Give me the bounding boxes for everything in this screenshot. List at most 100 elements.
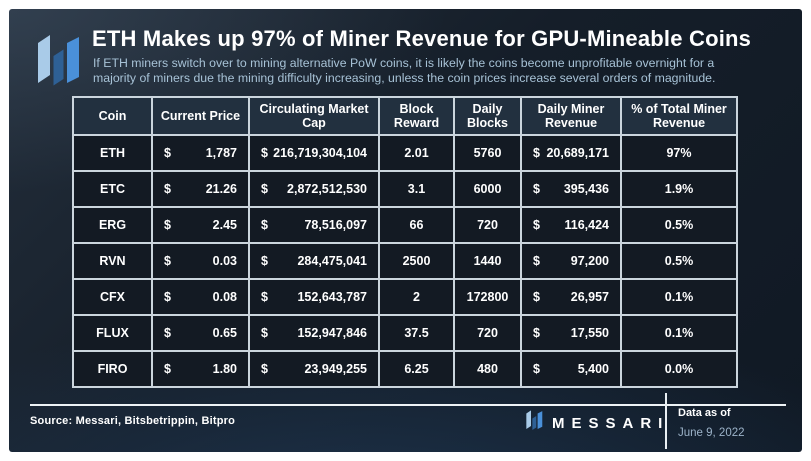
cell-pct_total: 0.5% [620,242,738,280]
cell-block_reward: 2.01 [378,134,455,172]
cell-market_cap: $216,719,304,104 [248,134,380,172]
cell-coin: ERG [72,206,153,244]
cell-daily_blocks: 6000 [453,170,522,208]
cell-pct_total: 0.0% [620,350,738,388]
cell-value: 395,436 [563,182,609,196]
cell-daily_blocks: 480 [453,350,522,388]
cell-daily_miner_revenue: $5,400 [520,350,622,388]
table-row: ETH $1,787 $216,719,304,104 2.01 5760 $20,689… [72,134,738,172]
cell-pct_total: 0.5% [620,206,738,244]
cell-price: $2.45 [151,206,250,244]
currency-symbol: $ [533,182,540,196]
cell-value: 78,516,097 [304,218,367,232]
data-as-of: Data as of June 9, 2022 [678,407,745,439]
cell-daily_blocks: 720 [453,314,522,352]
cell-block_reward: 2500 [378,242,455,280]
cell-block_reward: 37.5 [378,314,455,352]
column-header-daily_miner_revenue: Daily Miner Revenue [520,96,622,136]
column-header-market_cap: Circulating Market Cap [248,96,380,136]
cell-daily_miner_revenue: $17,550 [520,314,622,352]
footer-vertical-divider [665,393,667,449]
cell-daily_miner_revenue: $20,689,171 [520,134,622,172]
cell-value: 0.65 [212,326,237,340]
cell-price: $1,787 [151,134,250,172]
cell-value: 26,957 [570,290,609,304]
cell-daily_miner_revenue: $26,957 [520,278,622,316]
table-row: RVN $0.03 $284,475,041 2500 1440 $97,200 0.5% [72,242,738,280]
cell-market_cap: $284,475,041 [248,242,380,280]
data-as-of-label: Data as of [678,407,731,419]
cell-coin: ETH [72,134,153,172]
cell-pct_total: 1.9% [620,170,738,208]
cell-coin: CFX [72,278,153,316]
cell-coin: ETC [72,170,153,208]
column-header-daily_blocks: Daily Blocks [453,96,522,136]
currency-symbol: $ [261,254,268,268]
cell-value: 23,949,255 [304,362,367,376]
cell-coin: FIRO [72,350,153,388]
currency-symbol: $ [533,362,540,376]
cell-value: 5,400 [577,362,609,376]
miner-revenue-table: Coin Current Price Circulating Market Cap B… [72,96,738,388]
currency-symbol: $ [261,362,268,376]
cell-daily_miner_revenue: $395,436 [520,170,622,208]
currency-symbol: $ [533,326,540,340]
cell-daily_miner_revenue: $116,424 [520,206,622,244]
page-title: ETH Makes up 97% of Miner Revenue for GP… [92,26,752,51]
cell-price: $1.80 [151,350,250,388]
cell-price: $0.03 [151,242,250,280]
currency-symbol: $ [164,218,171,232]
cell-value: 1,787 [205,146,237,160]
currency-symbol: $ [164,290,171,304]
column-header-block_reward: Block Reward [378,96,455,136]
currency-symbol: $ [533,218,540,232]
footer-brand: MESSARI [526,410,670,436]
column-header-price: Current Price [151,96,250,136]
cell-market_cap: $23,949,255 [248,350,380,388]
currency-symbol: $ [533,290,540,304]
cell-market_cap: $78,516,097 [248,206,380,244]
table-row: ERG $2.45 $78,516,097 66 720 $116,424 0.5% [72,206,738,244]
messari-wordmark: MESSARI [552,414,670,432]
cell-value: 21.26 [205,182,237,196]
cell-value: 2,872,512,530 [287,182,367,196]
cell-value: 20,689,171 [546,146,609,160]
currency-symbol: $ [261,218,268,232]
cell-value: 97,200 [570,254,609,268]
cell-value: 152,947,846 [297,326,367,340]
table-row: CFX $0.08 $152,643,787 2 172800 $26,957 0.1% [72,278,738,316]
currency-symbol: $ [164,182,171,196]
cell-value: 17,550 [570,326,609,340]
table-body: ETH $1,787 $216,719,304,104 2.01 5760 $20,689… [72,134,738,388]
cell-value: 2.45 [212,218,237,232]
table-row: FLUX $0.65 $152,947,846 37.5 720 $17,550 0.1% [72,314,738,352]
cell-daily_blocks: 1440 [453,242,522,280]
cell-price: $0.65 [151,314,250,352]
cell-value: 152,643,787 [297,290,367,304]
messari-logo-icon [526,410,543,436]
page-subtitle: If ETH miners switch over to mining alte… [93,56,716,86]
cell-value: 1.80 [212,362,237,376]
cell-value: 0.08 [212,290,237,304]
column-header-coin: Coin [72,96,153,136]
messari-logo-icon [38,34,80,88]
cell-daily_miner_revenue: $97,200 [520,242,622,280]
table-row: ETC $21.26 $2,872,512,530 3.1 6000 $395,436 1.… [72,170,738,208]
cell-value: 216,719,304,104 [273,146,367,160]
cell-price: $0.08 [151,278,250,316]
cell-market_cap: $152,947,846 [248,314,380,352]
currency-symbol: $ [533,254,540,268]
currency-symbol: $ [164,362,171,376]
cell-block_reward: 66 [378,206,455,244]
source-attribution: Source: Messari, Bitsbetrippin, Bitpro [30,415,236,427]
currency-symbol: $ [261,146,268,160]
data-as-of-date: June 9, 2022 [678,427,745,439]
cell-price: $21.26 [151,170,250,208]
currency-symbol: $ [164,254,171,268]
cell-block_reward: 6.25 [378,350,455,388]
cell-daily_blocks: 172800 [453,278,522,316]
cell-value: 284,475,041 [297,254,367,268]
currency-symbol: $ [261,182,268,196]
currency-symbol: $ [261,326,268,340]
cell-market_cap: $2,872,512,530 [248,170,380,208]
